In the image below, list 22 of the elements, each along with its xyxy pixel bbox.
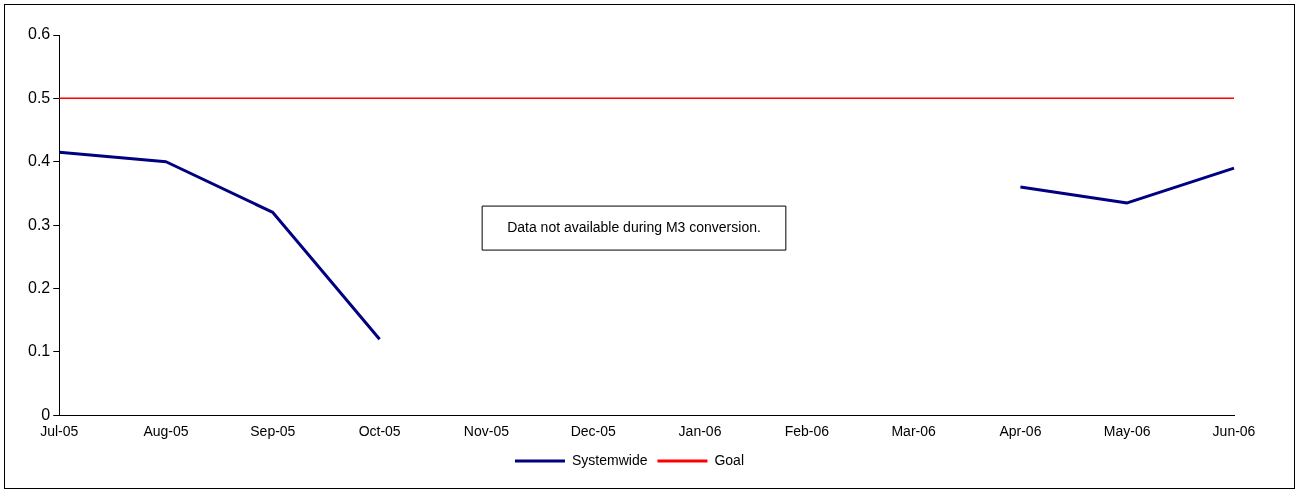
x-tick-label: Jun-06	[1212, 423, 1256, 440]
x-tick-label: Jul-05	[40, 423, 79, 440]
x-tick-label: Feb-06	[784, 423, 830, 440]
legend-label: Systemwide	[571, 451, 648, 468]
y-tick-label: 0	[41, 405, 51, 423]
x-tick-label: Sep-05	[250, 423, 296, 440]
x-tick-label: Nov-05	[463, 423, 510, 440]
y-tick-label: 0.2	[27, 278, 51, 296]
x-tick-label: Oct-05	[358, 423, 401, 440]
x-tick-label: Dec-05	[570, 423, 616, 440]
annotation: Data not available during M3 conversion.	[507, 218, 761, 235]
legend-label: Goal	[714, 451, 745, 468]
x-tick-label: Apr-06	[999, 423, 1042, 440]
x-tick-label: Jan-06	[678, 423, 722, 440]
x-tick-label: Mar-06	[891, 423, 936, 440]
y-tick-label: 0.5	[27, 88, 51, 106]
y-tick-label: 0.6	[27, 25, 51, 43]
y-tick-label: 0.3	[27, 215, 51, 233]
x-tick-label: Aug-05	[143, 423, 189, 440]
y-tick-label: 0.4	[27, 152, 51, 170]
y-tick-label: 0.1	[27, 342, 51, 360]
x-tick-label: May-06	[1103, 423, 1151, 440]
